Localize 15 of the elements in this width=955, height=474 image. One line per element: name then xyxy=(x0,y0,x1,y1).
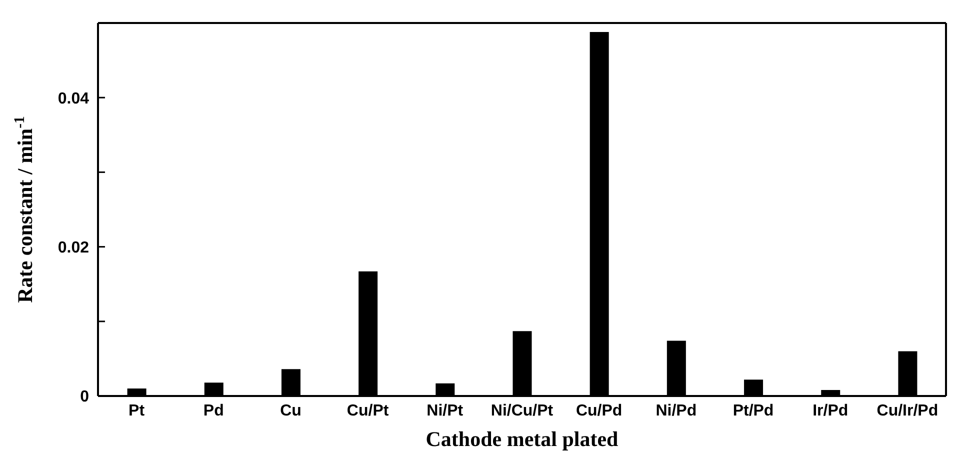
y-tick-label: 0 xyxy=(80,388,90,406)
x-tick-label: Cu/Pd xyxy=(576,402,622,420)
x-tick-label: Cu/Ir/Pd xyxy=(876,402,938,420)
x-tick-label: Cu/Pt xyxy=(346,402,390,420)
x-tick-label: Pt xyxy=(128,402,146,420)
x-tick-label: Ni/Cu/Pt xyxy=(490,402,554,420)
y-tick-label: 0.04 xyxy=(58,90,90,108)
x-tick-label: Pd xyxy=(203,402,224,420)
x-tick-label: Ni/Pd xyxy=(656,402,697,420)
x-tick-label: Ir/Pd xyxy=(812,402,848,420)
y-tick-label: 0.02 xyxy=(58,239,90,256)
x-tick-label: Pt/Pd xyxy=(732,402,774,420)
x-axis-title: Cathode metal plated xyxy=(426,427,619,451)
x-tick-label: Cu xyxy=(280,402,302,420)
x-tick-label: Ni/Pt xyxy=(426,402,464,420)
